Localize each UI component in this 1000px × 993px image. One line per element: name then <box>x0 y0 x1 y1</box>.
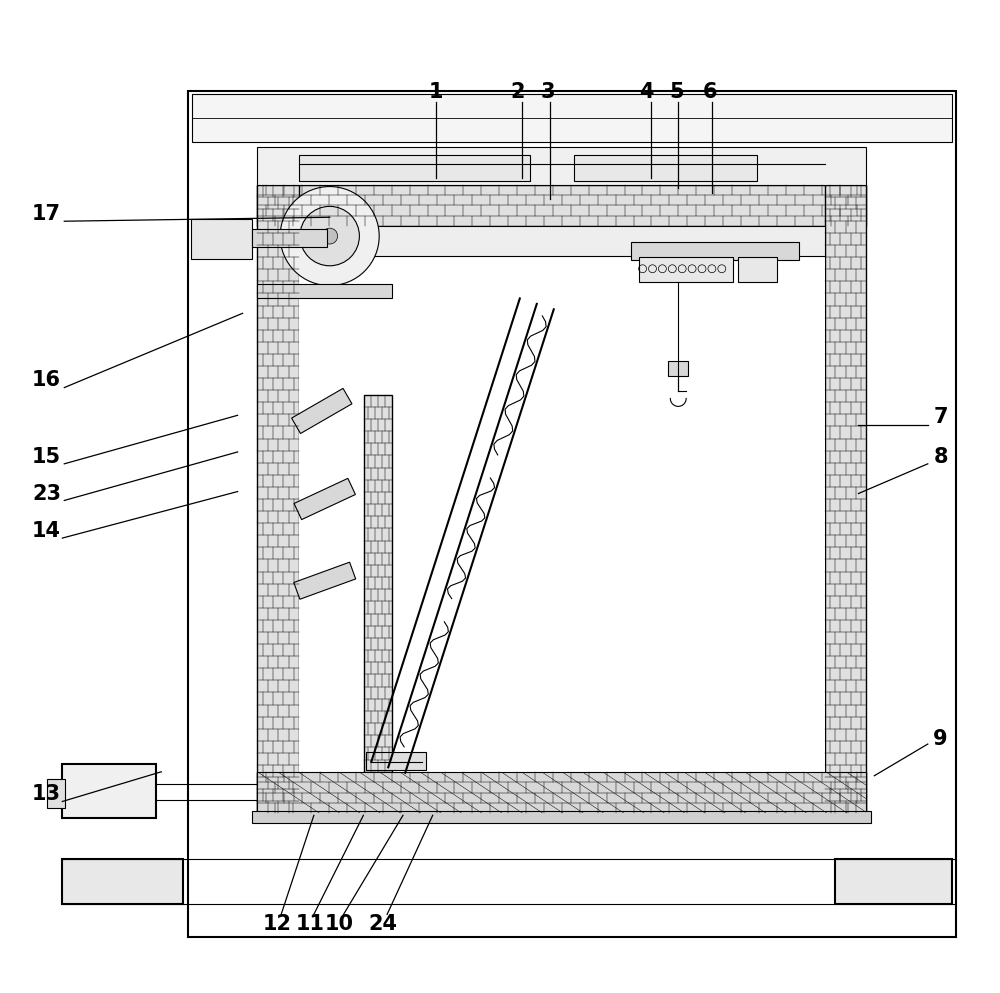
Text: 24: 24 <box>369 915 398 934</box>
Text: 16: 16 <box>32 369 61 389</box>
Bar <box>257 772 866 813</box>
Circle shape <box>280 187 379 286</box>
Text: 5: 5 <box>669 82 684 102</box>
Text: 15: 15 <box>32 447 61 467</box>
Text: 7: 7 <box>933 407 948 427</box>
Bar <box>62 859 183 905</box>
Text: 8: 8 <box>933 447 948 467</box>
Bar <box>252 811 871 823</box>
Text: 2: 2 <box>511 82 525 102</box>
Bar <box>191 219 252 259</box>
Bar <box>62 764 156 818</box>
Bar <box>257 284 392 299</box>
Bar <box>257 185 299 813</box>
Bar <box>668 360 688 375</box>
Bar <box>364 394 392 772</box>
Bar <box>299 226 825 256</box>
Text: 11: 11 <box>295 915 324 934</box>
Bar <box>47 779 65 808</box>
Circle shape <box>322 228 338 244</box>
Text: 17: 17 <box>32 205 61 224</box>
Text: 13: 13 <box>32 783 61 803</box>
Bar <box>292 388 352 434</box>
Text: 12: 12 <box>263 915 292 934</box>
Bar <box>294 479 355 519</box>
Bar <box>574 155 757 181</box>
Text: 23: 23 <box>32 484 61 503</box>
Bar <box>825 185 866 813</box>
Text: 3: 3 <box>540 82 555 102</box>
Bar <box>192 94 952 142</box>
Bar <box>738 257 777 282</box>
Text: 14: 14 <box>32 521 61 541</box>
Bar <box>639 257 733 282</box>
Text: 1: 1 <box>428 82 443 102</box>
Text: 9: 9 <box>933 729 948 749</box>
Text: 4: 4 <box>639 82 654 102</box>
Bar <box>835 859 952 905</box>
Bar <box>252 229 327 247</box>
Bar <box>299 226 825 772</box>
Bar <box>257 147 866 185</box>
Bar <box>366 752 426 770</box>
Bar <box>631 242 799 260</box>
Bar <box>257 772 866 813</box>
Bar <box>299 155 530 181</box>
Bar <box>188 90 956 937</box>
Bar <box>257 185 866 226</box>
Text: 10: 10 <box>325 915 354 934</box>
Circle shape <box>300 207 359 266</box>
Text: 6: 6 <box>703 82 717 102</box>
Bar <box>294 562 356 599</box>
